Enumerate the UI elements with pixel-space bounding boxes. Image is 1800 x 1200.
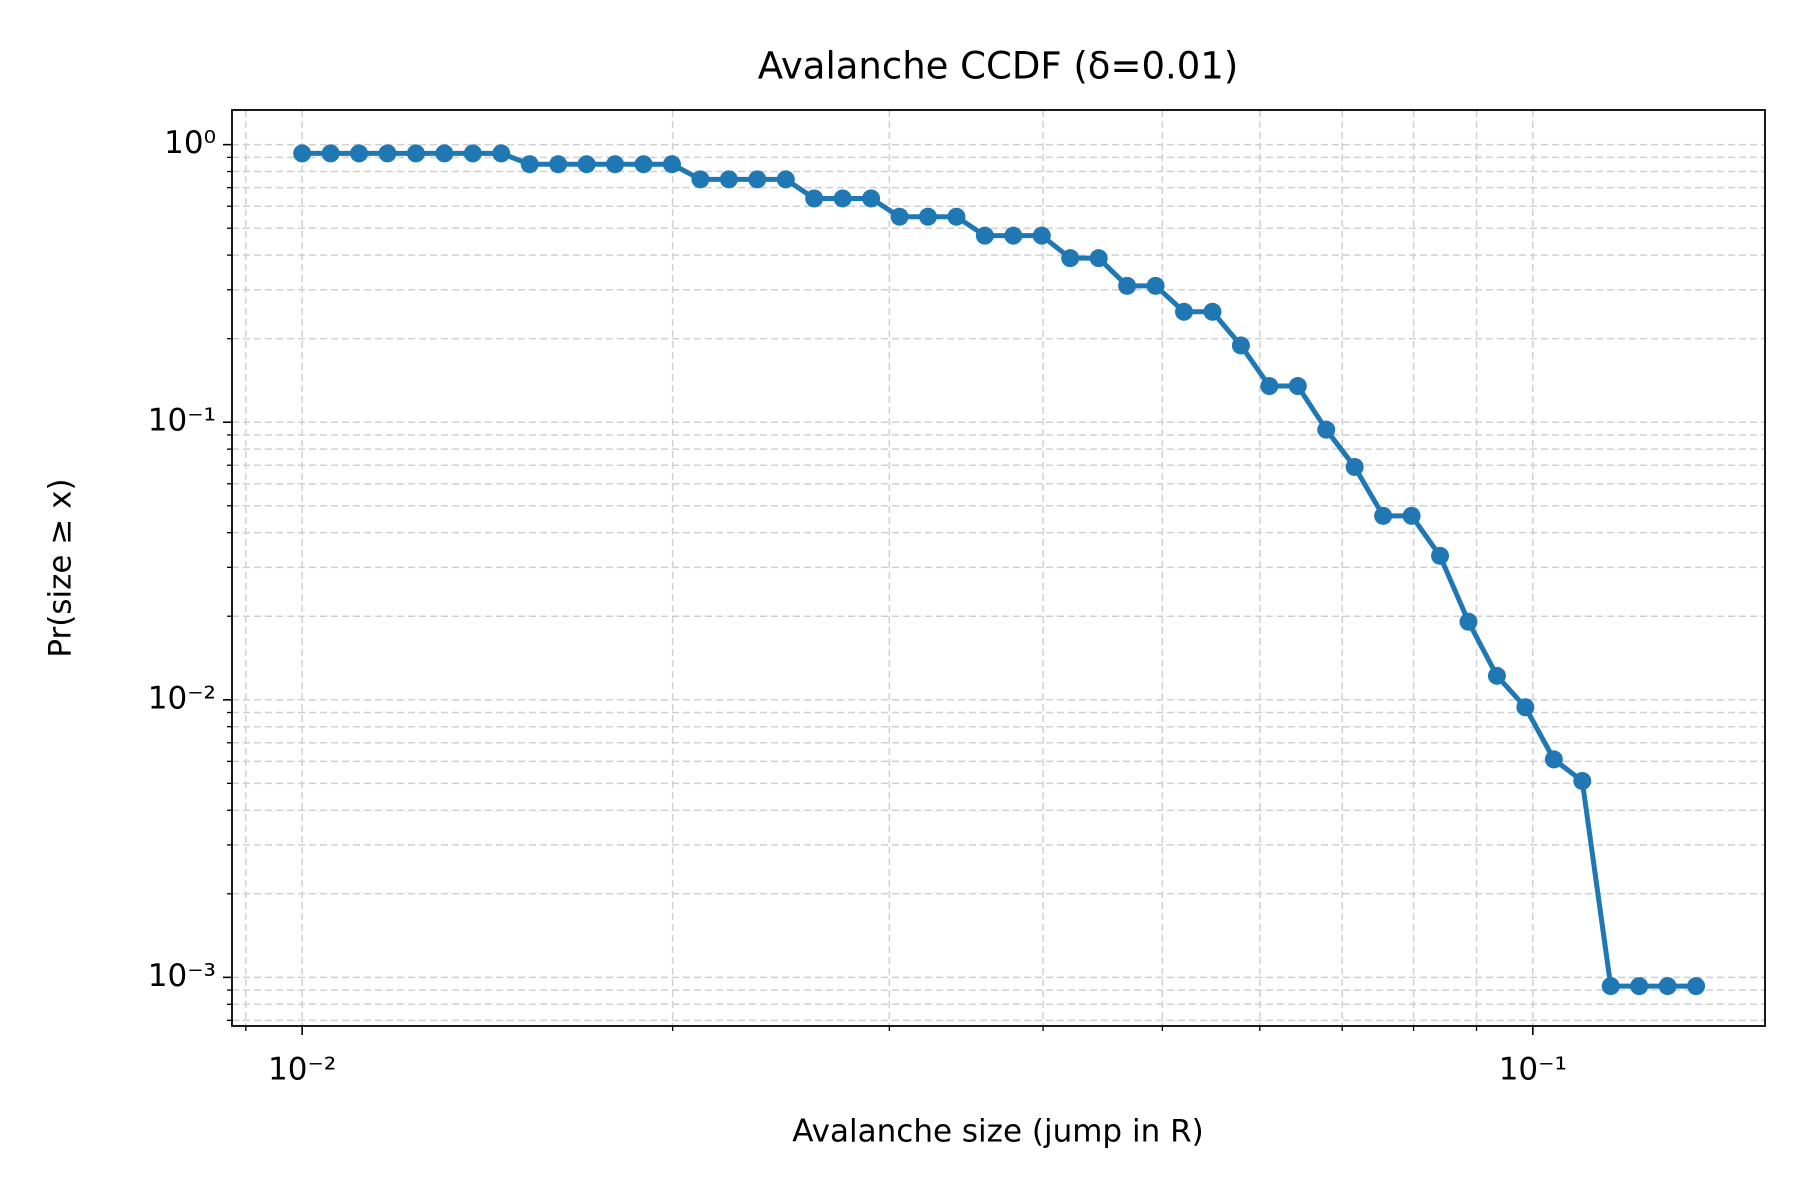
data-point (435, 144, 454, 163)
data-point (606, 155, 625, 174)
data-point (1658, 977, 1677, 996)
data-point (862, 189, 881, 208)
data-point (748, 170, 767, 189)
data-point (805, 189, 824, 208)
data-point (1203, 302, 1222, 321)
data-point (1146, 276, 1165, 295)
data-point (1459, 612, 1478, 631)
data-point (1487, 666, 1506, 685)
data-point (1089, 249, 1108, 268)
data-point (1374, 506, 1393, 525)
data-point (776, 170, 795, 189)
data-point (1687, 977, 1706, 996)
data-point (549, 155, 568, 174)
data-point (463, 144, 482, 163)
data-point (1175, 302, 1194, 321)
x-axis-label: Avalanche size (jump in R) (792, 1114, 1203, 1150)
data-point (1231, 336, 1250, 355)
data-point (1317, 420, 1336, 439)
data-point (1516, 698, 1535, 717)
data-point (1288, 377, 1307, 396)
data-point (1032, 226, 1051, 245)
x-tick-label: 10⁻¹ (1499, 1052, 1567, 1088)
data-point (833, 189, 852, 208)
data-point (1601, 977, 1620, 996)
data-point (634, 155, 653, 174)
data-point (321, 144, 340, 163)
data-point (293, 144, 312, 163)
data-point (520, 155, 539, 174)
data-point (1431, 546, 1450, 565)
data-point (1630, 977, 1649, 996)
data-point (691, 170, 710, 189)
y-tick-label: 10⁻¹ (148, 403, 216, 439)
data-point (918, 207, 937, 226)
y-tick-label: 10⁰ (164, 125, 216, 161)
data-point (492, 144, 511, 163)
plot-frame (231, 109, 1766, 1027)
chart-title: Avalanche CCDF (δ=0.01) (758, 45, 1239, 88)
data-point (378, 144, 397, 163)
data-point (947, 207, 966, 226)
y-tick-label: 10⁻² (148, 680, 216, 716)
data-point (1573, 771, 1592, 790)
data-point (975, 226, 994, 245)
data-point (1061, 249, 1080, 268)
data-point (577, 155, 596, 174)
data-point (662, 155, 681, 174)
data-line (302, 150, 1697, 989)
data-point (890, 207, 909, 226)
data-point (406, 144, 425, 163)
x-tick-label: 10⁻² (268, 1052, 336, 1088)
data-point (1402, 506, 1421, 525)
data-point (350, 144, 369, 163)
data-point (719, 170, 738, 189)
data-point (1345, 457, 1364, 476)
data-point (1544, 750, 1563, 769)
data-point (1004, 226, 1023, 245)
data-point (1260, 377, 1279, 396)
y-axis-label: Pr(size ≥ x) (43, 478, 79, 657)
y-tick-label: 10⁻³ (148, 958, 216, 994)
data-point (1118, 276, 1137, 295)
